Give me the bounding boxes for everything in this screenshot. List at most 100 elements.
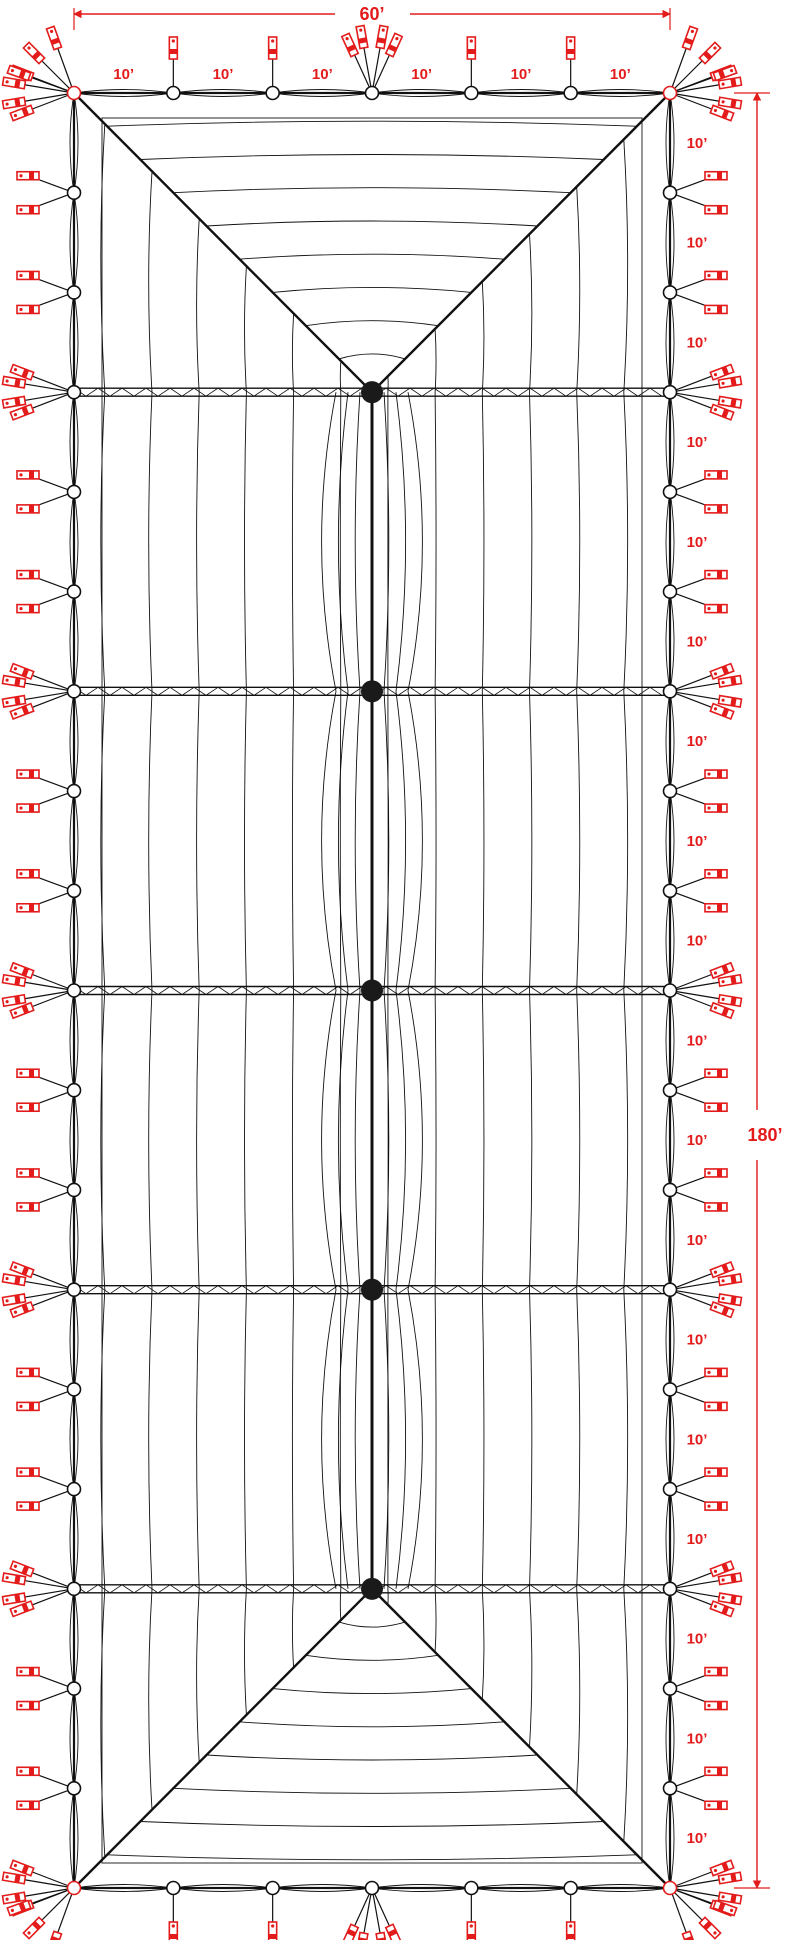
stake-ratchet (29, 604, 34, 613)
stake (16, 170, 40, 181)
side-scallop (69, 1489, 75, 1589)
stake-ratchet (358, 37, 367, 44)
stake-ratchet (21, 406, 30, 416)
end-scallop (570, 1887, 671, 1892)
stake-hole (707, 607, 711, 611)
top-segment-label: 10’ (213, 66, 234, 83)
stake-body (704, 1401, 728, 1412)
side-pole (66, 1581, 82, 1597)
top-segment-label: 10’ (113, 66, 134, 83)
stake-ratchet (29, 869, 34, 878)
stake-ratchet (721, 964, 730, 974)
stake-body (704, 1102, 728, 1113)
stake (717, 973, 743, 988)
stake-body (340, 1923, 360, 1940)
end-pole (464, 1880, 479, 1896)
stake-ratchet (717, 205, 722, 214)
end-scallop (272, 89, 373, 94)
stake-body (704, 1666, 728, 1677)
stake-ratchet (717, 604, 722, 613)
side-scallop (73, 1688, 79, 1789)
end-cap-fabric-line (140, 154, 604, 160)
stake-hole (729, 69, 734, 73)
stake-hole (271, 39, 275, 43)
stake-hole (13, 1310, 18, 1314)
end-cap-fabric-line (206, 220, 538, 227)
stake (709, 104, 735, 122)
stake-hole (707, 208, 711, 212)
stake-body (704, 1700, 728, 1711)
stake-ratchet (566, 49, 575, 54)
stake-hole (713, 1931, 717, 1935)
side-scallop (73, 392, 79, 492)
stake-body (704, 603, 728, 614)
stake (1, 694, 27, 709)
side-pole (662, 384, 678, 400)
fabric-line (529, 234, 533, 1747)
stake-ratchet (29, 770, 34, 779)
stake-body (16, 504, 40, 514)
stake-body (22, 1916, 46, 1940)
side-scallop (69, 1788, 75, 1889)
inner-eave-line (101, 117, 643, 1864)
side-scallop (69, 990, 75, 1091)
stake-hole (713, 707, 718, 711)
stake (9, 104, 35, 122)
side-pole (66, 484, 82, 500)
side-poles (66, 85, 678, 1896)
stakes (1, 24, 743, 1940)
stake-ratchet (730, 398, 737, 408)
end-scallop (471, 1884, 571, 1889)
stake-body (16, 170, 40, 181)
side-pole (662, 1082, 678, 1098)
fabric-line (395, 392, 407, 1589)
stake-hole (19, 1669, 23, 1674)
end-cap-fabric-line (140, 1821, 604, 1827)
side-scallop (73, 192, 79, 293)
stake (717, 1572, 743, 1586)
stake-hole (707, 1171, 711, 1175)
side-pole (662, 684, 678, 699)
stake-hole (713, 672, 718, 676)
stake-body (16, 1401, 40, 1412)
stake (9, 1260, 35, 1279)
side-pole (66, 584, 82, 599)
end-scallop (173, 1887, 273, 1892)
stake-ratchet (14, 1874, 21, 1883)
stake-ratchet (14, 976, 21, 986)
center-pole (361, 1278, 383, 1301)
stake-ratchet (721, 1862, 730, 1872)
stake-hole (713, 373, 718, 377)
stake-hole (381, 28, 385, 32)
stake-body (16, 1367, 40, 1378)
side-scallop (665, 1688, 671, 1789)
stake (717, 993, 743, 1008)
end-cap-fabric-line (338, 353, 406, 360)
side-scallop (69, 92, 75, 193)
stake-body (384, 32, 404, 58)
side-scallop (73, 1588, 79, 1689)
stake-ratchet (29, 1667, 34, 1676)
stake-hole (5, 1576, 9, 1580)
stake (384, 32, 404, 58)
stake-hole (721, 997, 725, 1001)
stake-ratchet (29, 570, 34, 579)
stake-body (717, 1572, 743, 1586)
center-poles (361, 381, 383, 1600)
stake-ratchet (467, 49, 476, 54)
stake-hole (721, 1296, 725, 1301)
side-pole (66, 1082, 82, 1098)
stake (709, 1300, 735, 1319)
stake (1, 1272, 27, 1287)
stake-ratchet (14, 696, 21, 706)
side-scallop (665, 1389, 671, 1490)
stake-ratchet (14, 397, 21, 406)
stake-hole (690, 29, 694, 34)
hip-line (73, 1587, 373, 1889)
stake-ratchet (14, 1593, 21, 1603)
guy-line (362, 1887, 373, 1940)
stake-hole (713, 108, 718, 113)
stake-ratchet (29, 1468, 34, 1477)
side-scallop (69, 292, 75, 393)
stake-ratchet (702, 50, 713, 61)
